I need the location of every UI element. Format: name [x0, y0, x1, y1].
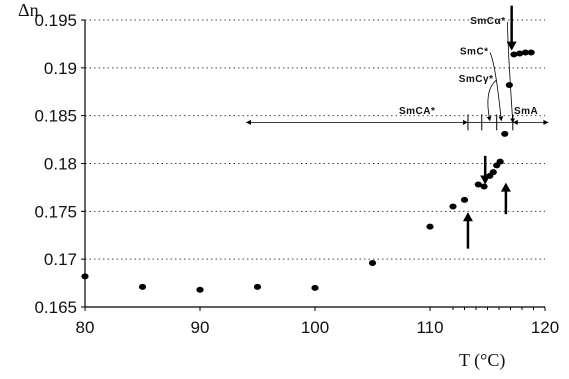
transition-arrow-head-3 — [506, 41, 517, 51]
data-point-8 — [460, 196, 469, 203]
axis-labels: 0.165 0.17 0.175 0.18 0.185 0.19 0.195 80 90 100 1… — [18, 0, 559, 371]
transition-arrows — [462, 5, 517, 249]
transition-arrow-head-2 — [500, 182, 511, 192]
transition-arrow-head-0 — [462, 212, 473, 222]
phase-label-SmA: SmA — [514, 106, 538, 117]
x-tick-label-120: 120 — [531, 318, 559, 337]
data-point-2 — [196, 286, 204, 293]
y-tick-label-0.165: 0.165 — [34, 298, 77, 317]
phase-arrowhead-left — [512, 119, 518, 125]
y-tick-label-0.17: 0.17 — [44, 250, 77, 269]
y-tick-label-0.18: 0.18 — [44, 155, 77, 174]
y-tick-label-0.195: 0.195 — [34, 11, 77, 30]
y-tick-label-0.185: 0.185 — [34, 107, 77, 126]
phase-lines: SmCA* SmA — [246, 106, 549, 131]
x-tick-label-80: 80 — [76, 318, 95, 337]
x-tick-label-110: 110 — [416, 318, 443, 337]
annotation-leader-SmCγ* — [486, 79, 497, 122]
annotation-label-SmCγ*: SmCγ* — [459, 74, 494, 85]
axes — [81, 19, 546, 311]
x-axis-title: T (°C) — [459, 350, 505, 371]
data-point-3 — [253, 283, 262, 290]
data-point-6 — [426, 223, 434, 230]
phase-arrowhead-left — [246, 119, 251, 125]
data-point-15 — [501, 130, 509, 137]
data-point-5 — [368, 259, 377, 266]
data-point-4 — [311, 284, 319, 291]
gridlines — [85, 19, 545, 260]
phase-arrowhead-right — [462, 119, 468, 125]
phase-label-SmCA*: SmCA* — [399, 106, 435, 117]
data-point-9 — [474, 181, 482, 188]
data-point-19 — [521, 49, 530, 56]
data-point-10 — [480, 183, 488, 190]
data-point-0 — [81, 273, 89, 280]
annotation-label-SmC*: SmC* — [460, 46, 489, 57]
data-point-17 — [510, 51, 518, 58]
x-tick-label-100: 100 — [301, 318, 329, 337]
annotation-leader-SmC* — [489, 52, 504, 122]
y-axis-title: Δn — [18, 0, 39, 20]
x-tick-label-90: 90 — [191, 318, 210, 337]
y-tick-label-0.175: 0.175 — [34, 202, 77, 221]
annotations: SmCα* SmC* SmCγ* — [459, 16, 515, 124]
y-tick-label-0.19: 0.19 — [44, 59, 77, 78]
data-point-14 — [496, 158, 504, 165]
annotation-leader-SmCα* — [507, 21, 515, 124]
data-point-18 — [516, 50, 524, 57]
annotation-label-SmCα*: SmCα* — [470, 16, 505, 27]
data-point-12 — [489, 169, 497, 176]
data-points — [81, 49, 535, 293]
data-point-16 — [505, 82, 513, 89]
data-point-20 — [527, 49, 535, 56]
data-point-1 — [138, 283, 147, 290]
phase-arrowhead-right — [543, 119, 549, 125]
data-point-7 — [449, 203, 457, 210]
